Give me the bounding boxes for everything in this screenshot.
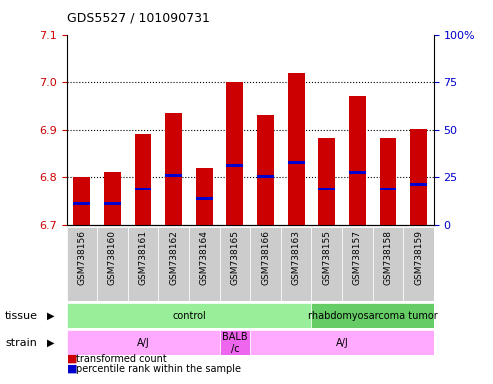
Bar <box>189 227 219 301</box>
Text: tissue: tissue <box>5 311 38 321</box>
Bar <box>67 303 312 328</box>
Text: control: control <box>172 311 206 321</box>
Text: ▶: ▶ <box>47 338 54 348</box>
Bar <box>403 227 434 301</box>
Text: ■: ■ <box>67 364 77 374</box>
Text: GDS5527 / 101090731: GDS5527 / 101090731 <box>67 12 210 25</box>
Bar <box>226 82 244 225</box>
Text: BALB
/c: BALB /c <box>222 332 247 354</box>
Bar <box>318 187 335 190</box>
Text: GSM738166: GSM738166 <box>261 230 270 285</box>
Bar <box>165 174 182 177</box>
Bar <box>97 227 128 301</box>
Bar <box>373 227 403 301</box>
Bar <box>250 330 434 355</box>
Bar <box>288 73 305 225</box>
Bar <box>342 227 373 301</box>
Text: GSM738163: GSM738163 <box>291 230 301 285</box>
Bar <box>312 227 342 301</box>
Bar <box>226 164 244 167</box>
Text: GSM738164: GSM738164 <box>200 230 209 285</box>
Text: ▶: ▶ <box>47 311 54 321</box>
Bar <box>165 113 182 225</box>
Bar <box>250 227 281 301</box>
Bar <box>257 175 274 178</box>
Bar <box>196 197 212 200</box>
Bar <box>73 177 90 225</box>
Bar <box>288 161 305 164</box>
Text: ■: ■ <box>67 354 77 364</box>
Bar <box>312 303 434 328</box>
Text: GSM738157: GSM738157 <box>353 230 362 285</box>
Bar <box>410 129 427 225</box>
Bar <box>380 138 396 225</box>
Bar <box>219 227 250 301</box>
Text: percentile rank within the sample: percentile rank within the sample <box>76 364 242 374</box>
Bar <box>73 202 90 205</box>
Bar <box>67 227 97 301</box>
Bar <box>349 171 366 174</box>
Bar <box>219 330 250 355</box>
Bar <box>135 187 151 190</box>
Bar <box>128 227 158 301</box>
Text: GSM738165: GSM738165 <box>230 230 240 285</box>
Text: GSM738156: GSM738156 <box>77 230 86 285</box>
Text: A/J: A/J <box>336 338 349 348</box>
Bar <box>104 202 121 205</box>
Text: GSM738160: GSM738160 <box>108 230 117 285</box>
Text: rhabdomyosarcoma tumor: rhabdomyosarcoma tumor <box>308 311 437 321</box>
Bar <box>67 330 219 355</box>
Bar <box>257 115 274 225</box>
Bar <box>281 227 312 301</box>
Bar <box>135 134 151 225</box>
Bar <box>158 227 189 301</box>
Text: GSM738155: GSM738155 <box>322 230 331 285</box>
Text: GSM738162: GSM738162 <box>169 230 178 285</box>
Bar <box>380 187 396 190</box>
Text: strain: strain <box>5 338 37 348</box>
Text: transformed count: transformed count <box>76 354 167 364</box>
Bar <box>104 172 121 225</box>
Bar <box>318 138 335 225</box>
Bar <box>349 96 366 225</box>
Text: GSM738159: GSM738159 <box>414 230 423 285</box>
Bar <box>410 183 427 186</box>
Text: GSM738158: GSM738158 <box>384 230 392 285</box>
Text: A/J: A/J <box>137 338 149 348</box>
Bar <box>196 167 212 225</box>
Text: GSM738161: GSM738161 <box>139 230 147 285</box>
